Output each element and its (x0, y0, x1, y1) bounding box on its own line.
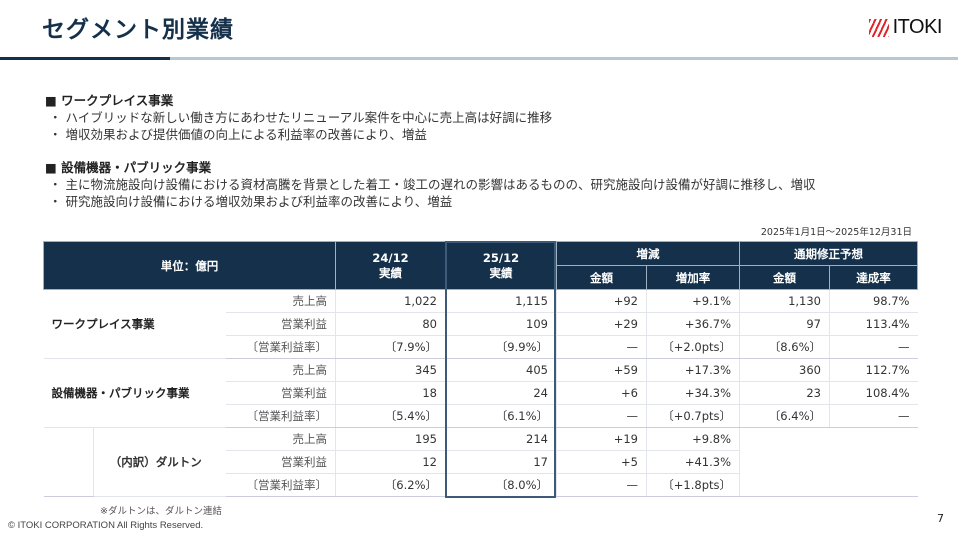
cell-value: 112.7% (829, 358, 918, 382)
cell-value: 195 (335, 427, 446, 451)
itoki-logo: ITOKI (868, 16, 943, 39)
segment-name: ワークプレイス事業 (43, 289, 226, 359)
title-divider (0, 57, 958, 60)
page-number: 7 (937, 512, 944, 525)
footnote: ※ダルトンは、ダルトン連結 (100, 506, 222, 517)
cell-value: 113.4% (829, 312, 918, 336)
cell-value: 1,130 (739, 289, 830, 313)
cell-value: 〔8.6%〕 (739, 335, 830, 359)
row-label: 営業利益 (225, 381, 336, 405)
section-heading: ■ ワークプレイス事業 (45, 93, 174, 108)
cell-value: 109 (445, 312, 557, 336)
cell-value: — (556, 335, 647, 359)
cell-value: 360 (739, 358, 830, 382)
logo-mark-icon (868, 18, 889, 37)
row-label: 売上高 (225, 289, 336, 313)
cell-value: 〔9.9%〕 (445, 335, 557, 359)
table-row: 〔営業利益率〕 〔7.9%〕 〔9.9%〕 — 〔+2.0pts〕 〔8.6%〕 — (44, 335, 918, 359)
section-workplace: ■ ワークプレイス事業 ・ ハイブリッドな新しい働き方にあわせたリニューアル案件… (45, 92, 552, 143)
bullet: ・ 増収効果および提供価値の向上による利益率の改善により、増益 (49, 127, 427, 142)
forecast-header: 通期修正予想 (739, 241, 918, 266)
cell-value: 〔+0.7pts〕 (646, 404, 740, 428)
table-row: （内訳）ダルトン 売上高 195 214 +19 +9.8% (43, 427, 918, 497)
unit-header: 単位：億円 (43, 241, 336, 290)
cell-value: +92 (556, 289, 647, 313)
logo-text: ITOKI (892, 16, 943, 38)
segment-table: 単位：億円 24/12 実績 25/12 実績 増減 通期修正予想 金額 増加率 金… (43, 241, 918, 497)
cell-value: 80 (335, 312, 446, 336)
cell-value: 1,115 (445, 289, 557, 313)
cell-value: +34.3% (646, 381, 740, 405)
period-label: 2025年1月1日～2025年12月31日 (760, 227, 912, 238)
row-label: 売上高 (225, 427, 336, 451)
copyright: © ITOKI CORPORATION All Rights Reserved. (8, 520, 204, 531)
cell-value: 17 (445, 450, 557, 474)
row-label: 〔営業利益率〕 (225, 473, 336, 497)
cell-value: 〔6.1%〕 (445, 404, 557, 428)
bullet: ・ 研究施設向け設備における増収効果および利益率の改善により、増益 (49, 194, 453, 209)
cell-value: 〔+1.8pts〕 (646, 473, 740, 497)
cell-value: 405 (445, 358, 557, 382)
row-label: 営業利益 (225, 450, 336, 474)
cell-value: 23 (739, 381, 830, 405)
cell-value: 〔6.4%〕 (739, 404, 830, 428)
cell-value: — (556, 473, 647, 497)
row-label: 〔営業利益率〕 (225, 335, 336, 359)
table-row: 〔営業利益率〕 〔5.4%〕 〔6.1%〕 — 〔+0.7pts〕 〔6.4%〕 — (44, 404, 918, 428)
cell-value: +9.1% (646, 289, 740, 313)
cell-value: — (829, 404, 918, 428)
cell-value: 〔8.0%〕 (445, 473, 557, 497)
cell-value: 1,022 (335, 289, 446, 313)
segment-name: 設備機器・パブリック事業 (43, 358, 226, 428)
indent-spacer (43, 427, 94, 497)
cell-value: — (829, 335, 918, 359)
cell-value: +19 (556, 427, 647, 451)
cell-value: 12 (335, 450, 446, 474)
bullet: ・ 主に物流施設向け設備における資材高騰を背景とした着工・竣工の遅れの影響はある… (49, 177, 816, 192)
cell-value: +36.7% (646, 312, 740, 336)
cell-value: 345 (335, 358, 446, 382)
section-heading: ■ 設備機器・パブリック事業 (45, 160, 212, 175)
forecast-rate-header: 達成率 (829, 265, 918, 290)
section-equipment: ■ 設備機器・パブリック事業 ・ 主に物流施設向け設備における資材高騰を背景とし… (45, 159, 815, 210)
page-title: セグメント別業績 (42, 17, 234, 43)
cell-value: 〔6.2%〕 (335, 473, 446, 497)
segment-name: （内訳）ダルトン (93, 427, 226, 497)
cell-value: +29 (556, 312, 647, 336)
cell-value: 24 (445, 381, 557, 405)
cur-header: 25/12 実績 (445, 241, 557, 290)
table-row: ワークプレイス事業 売上高 1,022 1,115 +92 +9.1% 1,130 98.7% (43, 289, 918, 359)
cell-value: 〔+2.0pts〕 (646, 335, 740, 359)
table-row: 設備機器・パブリック事業 売上高 345 405 +59 +17.3% 360 112.7% (43, 358, 918, 428)
cell-value: +6 (556, 381, 647, 405)
empty-forecast (739, 427, 918, 497)
cell-value: 97 (739, 312, 830, 336)
bullet: ・ ハイブリッドな新しい働き方にあわせたリニューアル案件を中心に売上高は好調に推… (49, 110, 553, 125)
prev-header: 24/12 実績 (335, 241, 446, 290)
cell-value: 98.7% (829, 289, 918, 313)
cell-value: +5 (556, 450, 647, 474)
change-rate-header: 増加率 (646, 265, 740, 290)
cell-value: 〔7.9%〕 (335, 335, 446, 359)
cell-value: 108.4% (829, 381, 918, 405)
table-row: 営業利益 18 24 +6 +34.3% 23 108.4% (44, 381, 918, 405)
cell-value: 214 (445, 427, 557, 451)
cell-value: +41.3% (646, 450, 740, 474)
change-amount-header: 金額 (556, 265, 647, 290)
table-row: 〔営業利益率〕 〔6.2%〕 〔8.0%〕 — 〔+1.8pts〕 (44, 473, 918, 497)
table-row: 営業利益 80 109 +29 +36.7% 97 113.4% (44, 312, 918, 336)
cell-value: 〔5.4%〕 (335, 404, 446, 428)
cell-value: +17.3% (646, 358, 740, 382)
row-label: 〔営業利益率〕 (225, 404, 336, 428)
cell-value: 18 (335, 381, 446, 405)
row-label: 売上高 (225, 358, 336, 382)
change-header: 増減 (556, 241, 740, 266)
cell-value: +59 (556, 358, 647, 382)
forecast-amount-header: 金額 (739, 265, 830, 290)
cell-value: — (556, 404, 647, 428)
table-row: 営業利益 12 17 +5 +41.3% (44, 450, 918, 474)
cell-value: +9.8% (646, 427, 740, 451)
row-label: 営業利益 (225, 312, 336, 336)
